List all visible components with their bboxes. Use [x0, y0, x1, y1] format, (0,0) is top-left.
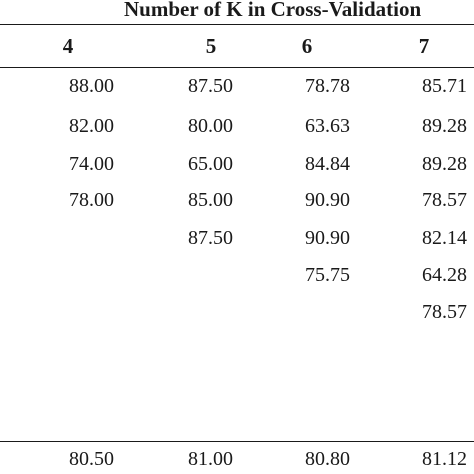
table-cell: 78.57: [422, 301, 467, 323]
table-cell: 82.14: [422, 227, 467, 249]
top-rule: [0, 24, 474, 25]
table-cell: 78.78: [305, 75, 350, 97]
table-cell: 74.00: [69, 153, 114, 175]
table-cell: 85.71: [422, 75, 467, 97]
table-cell: 88.00: [69, 75, 114, 97]
summary-cell: 80.80: [305, 448, 350, 470]
summary-rule: [0, 441, 474, 442]
table-cell: 87.50: [188, 227, 233, 249]
table-cell: 75.75: [305, 264, 350, 286]
table-cell: 64.28: [422, 264, 467, 286]
summary-cell: 81.00: [188, 448, 233, 470]
summary-cell: 81.12: [422, 448, 467, 470]
header-rule: [0, 67, 474, 68]
table-cell: 78.00: [69, 189, 114, 211]
table-cell: 80.00: [188, 115, 233, 137]
table-cell: 85.00: [188, 189, 233, 211]
table-cell: 78.57: [422, 189, 467, 211]
table-cell: 90.90: [305, 227, 350, 249]
table-cell: 89.28: [422, 153, 467, 175]
table-cell: 89.28: [422, 115, 467, 137]
table-cell: 90.90: [305, 189, 350, 211]
table-cell: 65.00: [188, 153, 233, 175]
table-cell: 63.63: [305, 115, 350, 137]
table-cell: 84.84: [305, 153, 350, 175]
table-cell: 82.00: [69, 115, 114, 137]
table-cell: 87.50: [188, 75, 233, 97]
summary-cell: 80.50: [69, 448, 114, 470]
table-group-header: Number of K in Cross-Validation: [124, 0, 422, 21]
